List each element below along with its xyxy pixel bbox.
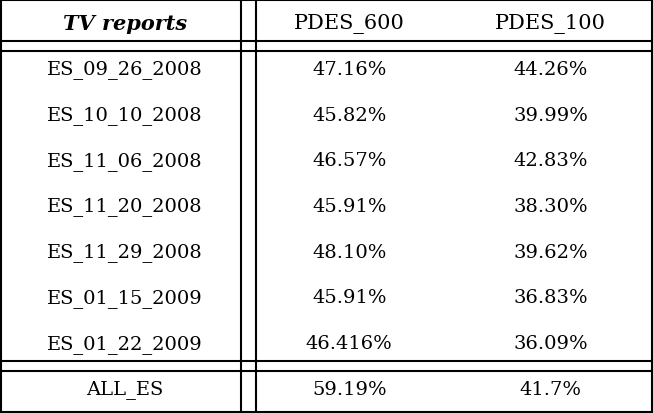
Text: 45.91%: 45.91% (312, 197, 387, 216)
Text: 44.26%: 44.26% (514, 61, 588, 79)
Text: 45.82%: 45.82% (312, 107, 387, 124)
Text: ES_11_06_2008: ES_11_06_2008 (47, 152, 202, 171)
Text: ES_10_10_2008: ES_10_10_2008 (47, 106, 202, 125)
Text: PDES_100: PDES_100 (496, 14, 607, 34)
Text: 45.91%: 45.91% (312, 289, 387, 306)
Text: 46.57%: 46.57% (312, 152, 387, 170)
Text: 39.62%: 39.62% (513, 243, 588, 261)
Text: 38.30%: 38.30% (513, 197, 588, 216)
Text: ES_09_26_2008: ES_09_26_2008 (47, 60, 203, 79)
Text: PDES_600: PDES_600 (294, 14, 405, 34)
Text: ES_01_15_2009: ES_01_15_2009 (47, 288, 203, 307)
Text: ES_01_22_2009: ES_01_22_2009 (47, 334, 203, 353)
Text: 47.16%: 47.16% (312, 61, 387, 79)
Text: 42.83%: 42.83% (513, 152, 588, 170)
Text: ES_11_29_2008: ES_11_29_2008 (47, 242, 203, 261)
Text: ALL_ES: ALL_ES (86, 380, 163, 398)
Text: 41.7%: 41.7% (520, 380, 582, 398)
Text: 36.83%: 36.83% (513, 289, 588, 306)
Text: 36.09%: 36.09% (513, 334, 588, 352)
Text: ES_11_20_2008: ES_11_20_2008 (47, 197, 202, 216)
Text: 39.99%: 39.99% (513, 107, 588, 124)
Text: 59.19%: 59.19% (312, 380, 387, 398)
Text: 46.416%: 46.416% (306, 334, 392, 352)
Text: 48.10%: 48.10% (312, 243, 387, 261)
Text: TV reports: TV reports (63, 14, 187, 34)
